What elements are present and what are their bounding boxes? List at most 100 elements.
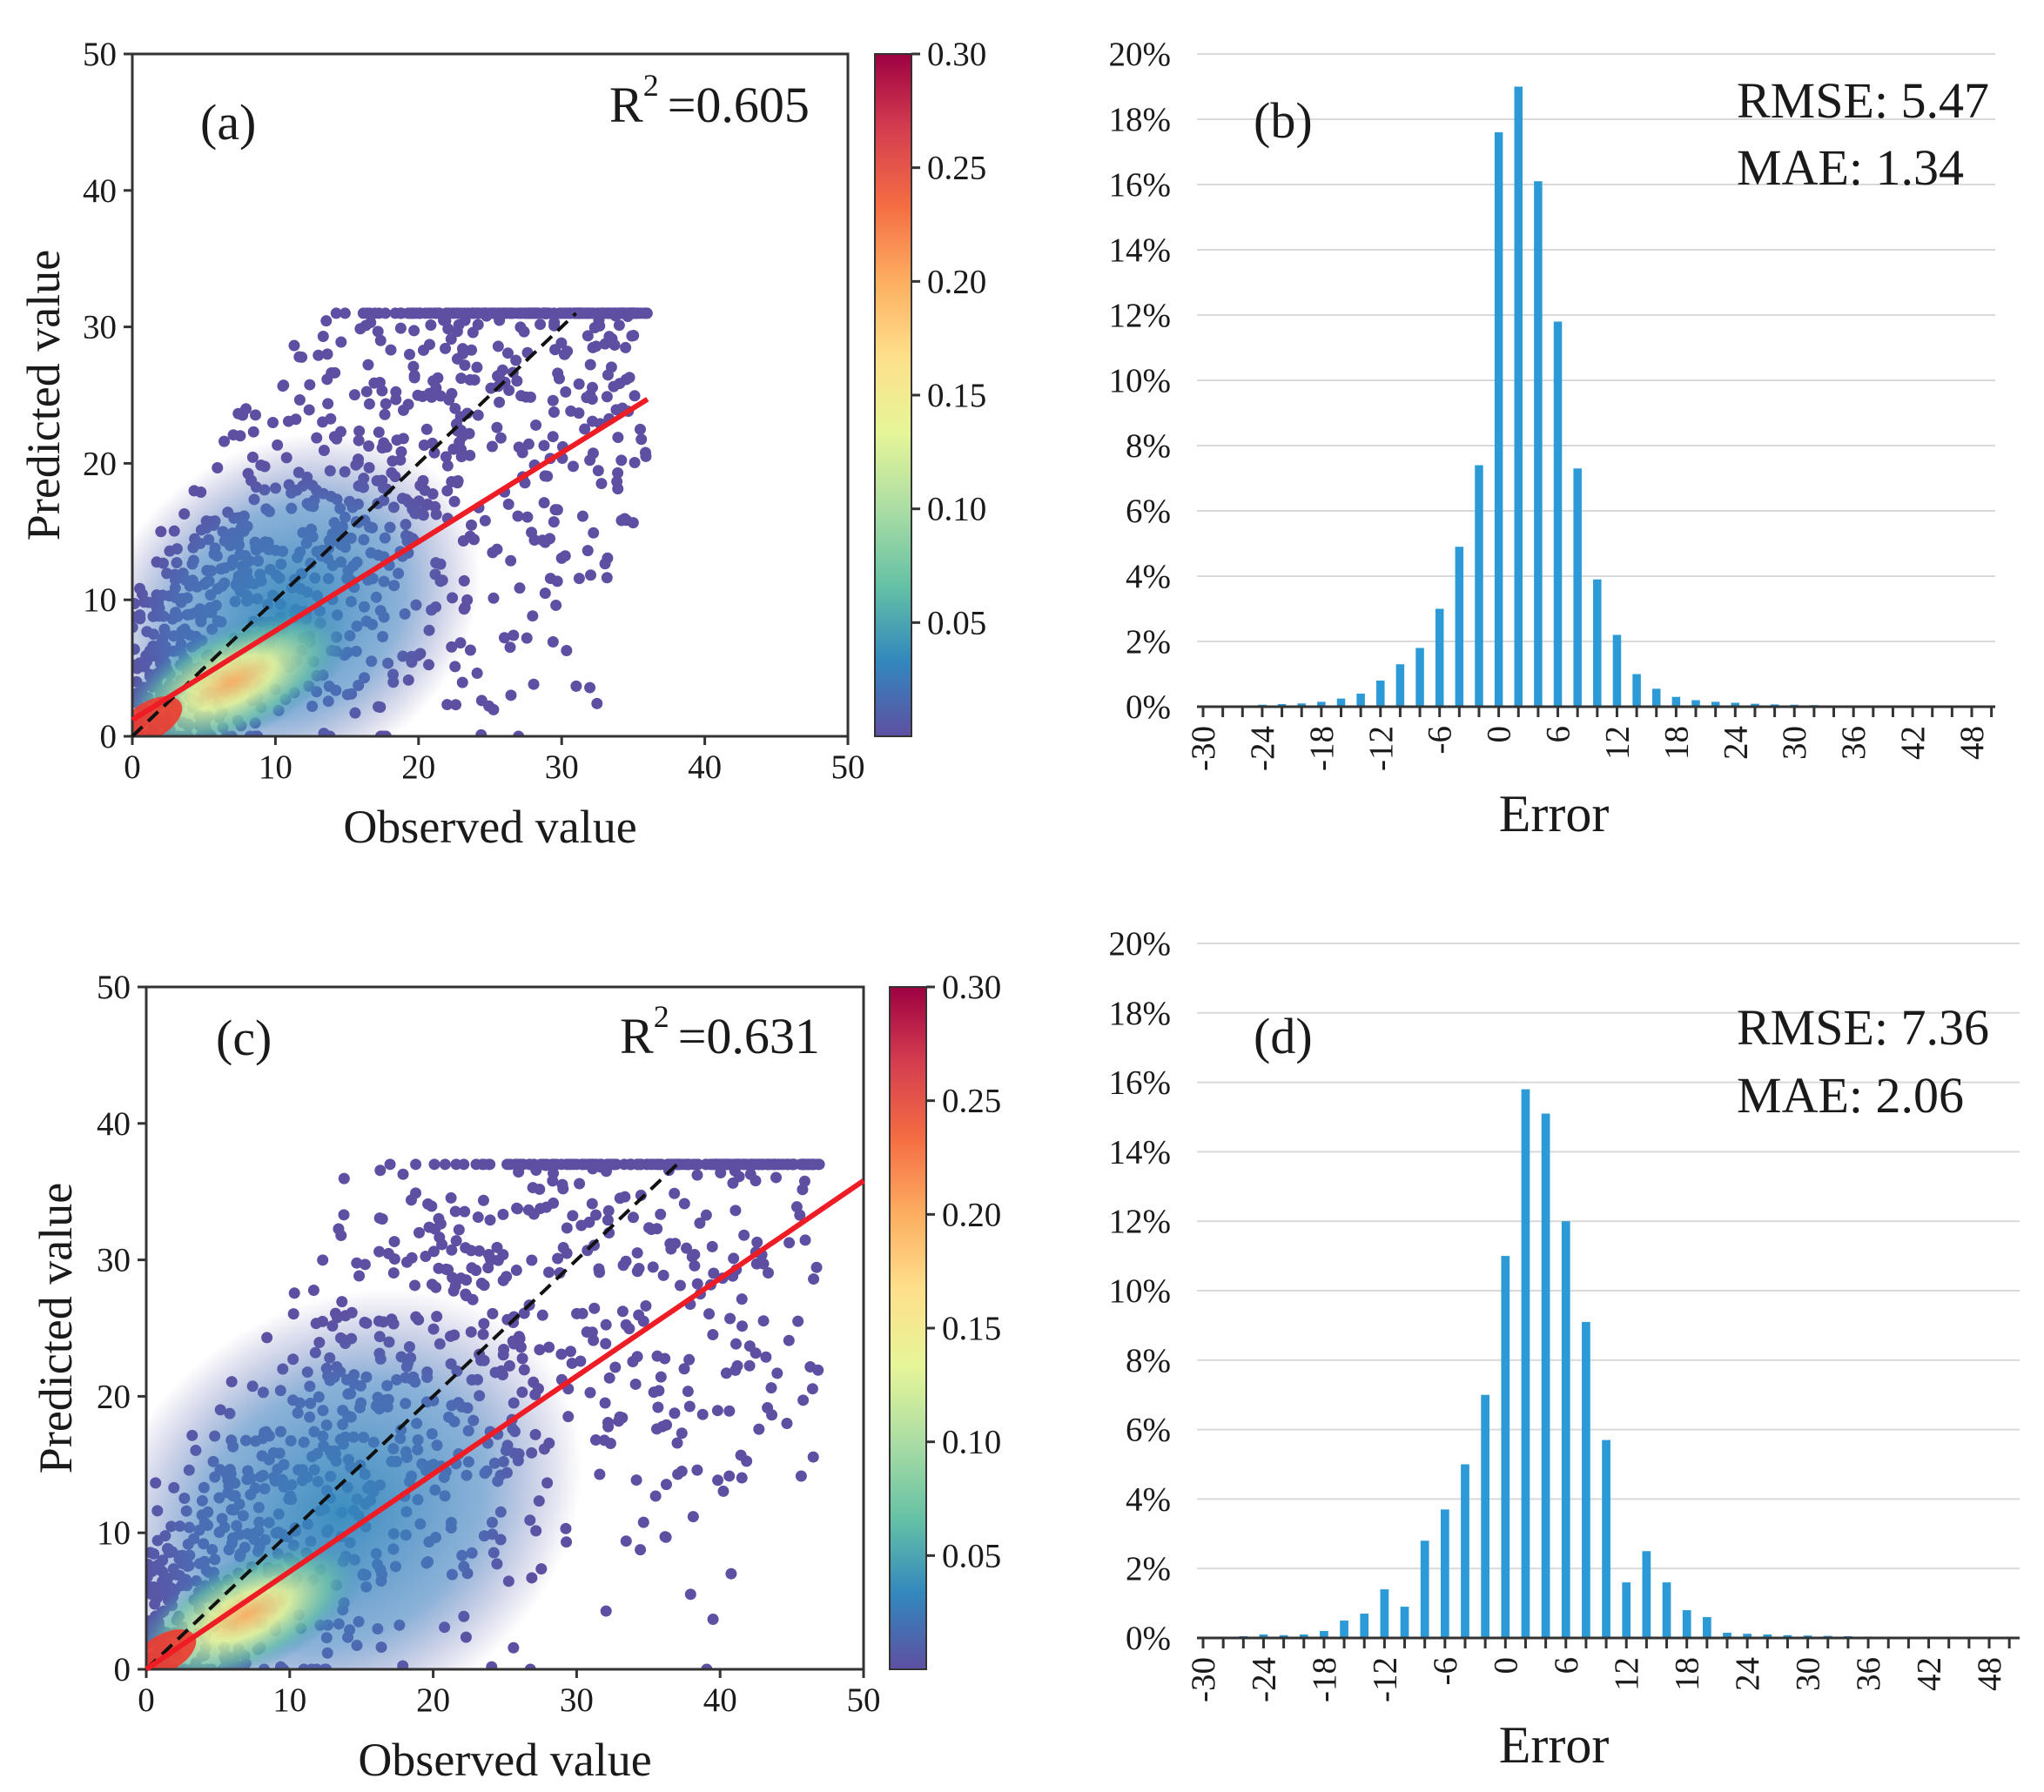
data-point [266,417,279,429]
data-point [584,569,596,581]
data-point [584,681,596,694]
data-point [682,1386,694,1398]
data-point [640,450,652,462]
data-point [388,1236,400,1248]
data-point [460,1242,472,1254]
data-point [406,1252,418,1264]
data-point [730,1205,742,1217]
x-tick-label: 30 [545,748,579,786]
data-point [449,1280,461,1292]
data-point [555,1348,568,1360]
data-point [609,1361,622,1373]
x-tick-label: -6 [1427,1657,1464,1686]
data-point [459,359,471,372]
data-point [583,1216,595,1228]
data-point [450,699,462,711]
data-point [692,1158,704,1171]
histogram-bar [1494,132,1503,707]
x-tick-label: 48 [1953,726,1991,760]
data-point [678,1363,690,1375]
colorbar-gradient [889,986,927,1670]
data-point [539,536,551,548]
data-point [518,1307,530,1319]
histogram-bar [1376,681,1385,707]
data-point [602,1420,615,1433]
data-point [541,470,554,482]
data-point [491,1241,503,1253]
histogram-bar [1582,1321,1590,1638]
data-point [651,1350,663,1362]
data-point [604,1437,616,1449]
data-point [449,1205,461,1218]
x-tick-label: -12 [1366,1657,1403,1702]
data-point [707,1329,719,1341]
data-point [689,1259,701,1272]
histogram-bar [1501,1256,1510,1638]
data-point [320,315,333,327]
data-point [459,1205,471,1218]
data-point [307,1284,319,1296]
data-point [338,1172,350,1185]
colorbar: 0.05 0.10 0.15 0.20 0.25 0.30 [889,969,1001,1670]
data-point [410,1158,422,1171]
x-tick-label: 42 [1911,1657,1948,1691]
data-point [288,339,300,352]
x-tick-label: 10 [259,748,292,786]
data-point [683,1353,696,1366]
y-tick-label: 0 [114,1651,131,1688]
data-point [732,1158,744,1171]
data-point [502,498,514,510]
data-point [395,307,407,319]
x-tick-label: 18 [1657,726,1695,760]
x-tick-label: 6 [1548,1657,1585,1675]
data-point [736,1293,748,1305]
data-point [360,319,372,332]
data-point [249,409,261,421]
data-point [810,1261,823,1273]
data-point [379,408,391,420]
colorbar-ticks: 0.05 0.10 0.15 0.20 0.25 0.30 [911,36,986,641]
plot-frame [131,52,850,738]
data-point [322,398,334,410]
data-point [725,1567,737,1580]
panel-b: 0% 2% 4% 6% 8% 10% 12% 14% 16% 18% 20% -30 -24 -18 -1… [1109,36,1996,842]
y-tick-label: 0 [100,718,118,755]
data-point [634,423,646,435]
data-point [439,1158,451,1171]
data-point [391,434,403,446]
data-point [454,307,467,319]
data-point [326,366,338,379]
data-point [353,1270,366,1282]
data-point [808,1273,820,1285]
data-point [427,1245,440,1258]
data-point [374,1164,387,1177]
data-point [788,1158,800,1171]
panel-label: (c) [216,1010,272,1066]
x-tick-label: 10 [272,1681,306,1719]
histogram-bar [1602,1440,1610,1638]
data-point [353,425,366,437]
data-point [543,1341,555,1353]
y-axis-ticks: 0% 2% 4% 6% 8% 10% 12% 14% 16% 18% 20% [1109,925,1172,1657]
data-point [278,379,290,392]
data-point [492,370,504,382]
data-point [445,1191,457,1204]
data-point [623,1323,635,1335]
data-point [640,1299,652,1312]
y-tick-label: 8% [1126,1342,1171,1379]
data-point [765,1382,777,1394]
data-point [479,514,491,527]
histogram-bar [1534,181,1543,707]
data-point [711,1405,723,1417]
data-point [812,1364,824,1376]
x-tick-label: -12 [1362,726,1400,771]
x-axis-ticks: -30 -24 -18 -12 -6 0 6 12 18 24 30 36 42 48 [1185,707,1994,771]
y-tick-label: 0% [1126,688,1171,726]
y-tick-label: 10 [97,1514,131,1552]
data-point [644,1158,656,1171]
y-tick-label: 4% [1126,558,1171,595]
x-axis-title: Error [1499,785,1610,842]
data-point [501,1271,513,1283]
data-point [376,1213,388,1225]
data-point [453,1224,465,1236]
